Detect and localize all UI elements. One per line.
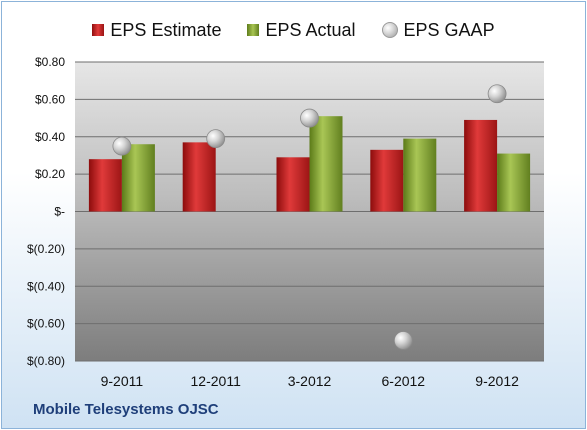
point-eps-gaap <box>112 136 132 156</box>
y-axis-ticks: $0.80 $0.60 $0.40 $0.20 $- $(0.20) $(0.40) $(0.… <box>27 55 65 368</box>
bar-eps-actual <box>309 116 343 212</box>
x-tick-label: 12-2011 <box>191 373 242 389</box>
bar-eps-actual <box>403 138 437 212</box>
y-tick-label: $0.60 <box>35 92 65 106</box>
bar-eps-actual <box>121 144 155 212</box>
legend: EPS Estimate EPS Actual EPS GAAP <box>2 18 585 42</box>
legend-item-eps-actual: EPS Actual <box>247 19 356 41</box>
point-eps-gaap <box>206 129 226 149</box>
x-tick-label: 3-2012 <box>288 373 332 389</box>
y-tick-label: $0.80 <box>35 55 65 69</box>
y-tick-label: $(0.20) <box>27 242 65 256</box>
company-name: Mobile Telesystems OJSC <box>33 401 219 418</box>
legend-swatch-eps-actual <box>247 24 260 36</box>
x-tick-label: 6-2012 <box>382 373 426 389</box>
bar-eps-estimate <box>464 119 498 212</box>
legend-swatch-eps-gaap <box>381 22 398 38</box>
bar-eps-estimate <box>182 142 216 212</box>
legend-item-eps-gaap: EPS GAAP <box>381 19 495 41</box>
gaap-points <box>112 84 507 350</box>
y-tick-label: $(0.60) <box>27 317 65 331</box>
x-tick-label: 9-2011 <box>101 373 144 389</box>
legend-label-eps-estimate: EPS Estimate <box>110 19 222 40</box>
legend-item-eps-estimate: EPS Estimate <box>92 20 221 41</box>
point-eps-gaap <box>487 84 507 104</box>
point-eps-gaap <box>300 108 319 128</box>
legend-label-eps-gaap: EPS GAAP <box>403 19 495 40</box>
x-axis-ticks: 9-2011 12-2011 3-2012 6-2012 9-2012 <box>101 373 519 389</box>
bars <box>88 116 531 212</box>
bar-eps-estimate <box>370 149 404 212</box>
y-tick-label: $(0.80) <box>27 354 65 368</box>
bar-eps-estimate <box>88 159 122 212</box>
bar-eps-estimate <box>276 157 310 212</box>
bar-eps-actual <box>497 153 531 212</box>
y-tick-label: $(0.40) <box>27 279 65 293</box>
y-tick-label: $- <box>54 205 65 219</box>
point-eps-gaap <box>393 331 413 350</box>
x-tick-label: 9-2012 <box>475 373 519 389</box>
legend-swatch-eps-estimate <box>92 24 105 36</box>
legend-label-eps-actual: EPS Actual <box>265 19 356 40</box>
y-tick-label: $0.20 <box>35 167 65 181</box>
y-tick-label: $0.40 <box>35 130 65 144</box>
